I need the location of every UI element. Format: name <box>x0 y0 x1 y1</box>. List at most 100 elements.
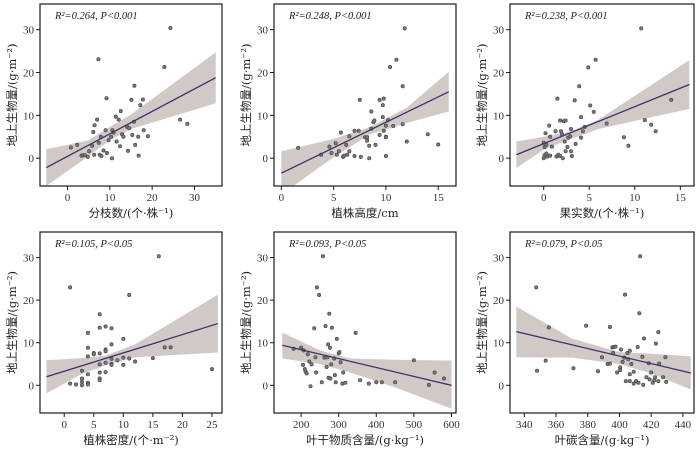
data-point <box>85 372 90 377</box>
data-point <box>358 378 363 383</box>
data-point <box>347 134 352 139</box>
data-point <box>586 65 591 70</box>
regression-line <box>46 322 219 378</box>
y-axis-label: 地上生物量/(g·m⁻²) <box>5 271 19 374</box>
data-point <box>374 380 379 385</box>
separator: , <box>329 11 334 22</box>
data-point <box>323 324 328 329</box>
data-point <box>381 128 386 133</box>
data-point <box>432 370 437 375</box>
data-point <box>577 84 582 89</box>
data-point <box>308 384 313 389</box>
data-point <box>326 342 331 347</box>
data-point <box>621 135 626 140</box>
y-tick-label: 20 <box>257 295 269 307</box>
y-tick-label: 0 <box>29 153 35 165</box>
data-point <box>85 154 90 159</box>
data-point <box>615 370 620 375</box>
data-point <box>106 138 111 143</box>
data-point <box>87 149 92 154</box>
plot-frame <box>509 3 695 187</box>
x-tick-label: 10 <box>629 192 641 204</box>
data-point <box>345 152 350 157</box>
x-axis-label: 果实数/(个·株⁻¹) <box>560 206 645 220</box>
separator: , <box>95 239 100 250</box>
data-point <box>400 84 405 89</box>
x-tick-label: 300 <box>330 419 347 431</box>
data-point <box>328 376 333 381</box>
data-point <box>317 292 322 297</box>
data-point <box>562 139 567 144</box>
y-tick-label: 30 <box>23 25 35 37</box>
data-point <box>618 347 623 352</box>
data-point <box>103 128 108 133</box>
data-point <box>640 354 645 359</box>
data-point <box>653 341 658 346</box>
r-squared: R²=0.105 <box>54 239 95 250</box>
data-point <box>114 139 119 144</box>
data-point <box>352 128 357 133</box>
data-point <box>627 379 632 384</box>
data-point <box>381 96 386 101</box>
x-tick-label: 600 <box>443 419 460 431</box>
data-point <box>653 375 658 380</box>
data-point <box>85 330 90 335</box>
plot-frame <box>273 231 457 414</box>
y-axis-label: 地上生物量/(g·m⁻²) <box>5 44 19 147</box>
data-point <box>669 97 674 102</box>
data-point <box>404 139 409 144</box>
y-axis-label: 地上生物量/(g·m⁻²) <box>475 271 489 374</box>
data-point <box>113 114 118 119</box>
data-point <box>426 382 431 387</box>
y-axis-label: 地上生物量/(g·m⁻²) <box>475 44 489 147</box>
data-point <box>133 142 138 147</box>
data-point <box>97 370 102 375</box>
data-point <box>555 96 560 101</box>
data-point <box>373 142 378 147</box>
x-tick-label: 30 <box>189 192 201 204</box>
data-point <box>365 138 370 143</box>
data-point <box>571 366 576 371</box>
x-tick-label: 400 <box>368 419 385 431</box>
data-point <box>625 350 630 355</box>
data-point <box>118 144 123 149</box>
data-point <box>80 376 85 381</box>
data-point <box>563 149 568 154</box>
data-point <box>332 373 337 378</box>
x-tick-label: 15 <box>147 419 159 431</box>
data-point <box>560 156 565 161</box>
data-point <box>337 350 342 355</box>
data-point <box>314 370 319 375</box>
y-tick-label: 0 <box>29 380 35 392</box>
data-point <box>543 131 548 136</box>
data-point <box>638 254 643 259</box>
data-point <box>68 145 73 150</box>
data-point <box>103 360 108 365</box>
data-point <box>366 381 371 386</box>
data-point <box>578 135 583 140</box>
data-point <box>631 369 636 374</box>
y-tick-label: 10 <box>257 110 269 122</box>
data-point <box>97 325 102 330</box>
p-value: P<0.05 <box>100 239 133 250</box>
data-point <box>95 117 100 122</box>
y-tick-label: 30 <box>257 25 269 37</box>
data-point <box>85 345 90 350</box>
data-point <box>104 96 109 101</box>
data-point <box>97 312 102 317</box>
x-axis-label: 植株高度/cm <box>331 206 398 220</box>
data-point <box>568 149 573 154</box>
data-point <box>372 118 377 123</box>
data-point <box>391 124 396 129</box>
stats-annotation: R²=0.264, P<0.001 <box>54 11 138 22</box>
data-point <box>129 97 134 102</box>
x-tick-label: 0 <box>61 419 67 431</box>
regression-line <box>516 83 690 156</box>
data-point <box>380 115 385 120</box>
data-point <box>649 370 654 375</box>
p-value: P<0.05 <box>570 239 603 250</box>
data-point <box>110 156 115 161</box>
regression-line <box>516 331 691 374</box>
confidence-band <box>282 332 452 409</box>
